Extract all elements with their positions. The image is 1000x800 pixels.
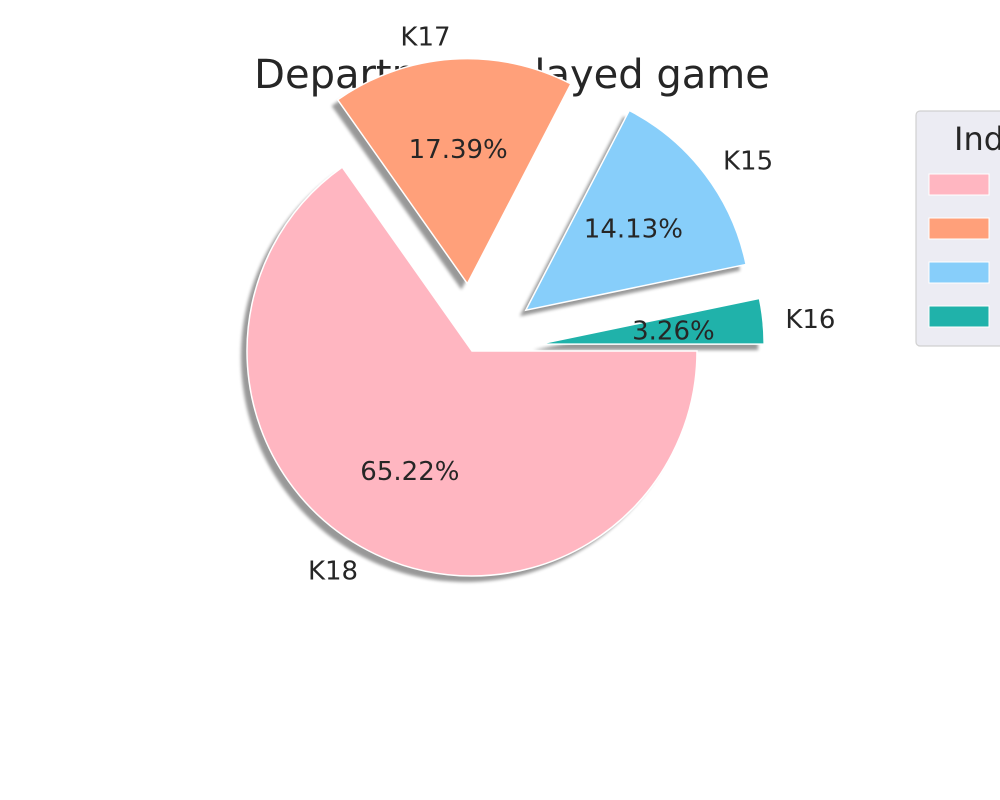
category-label-k16: K16 — [785, 305, 835, 335]
legend-swatch-k18 — [928, 173, 990, 196]
slice-labels: K18 65.22% K17 17.39% K15 14.13% K16 3.26% — [308, 23, 836, 587]
pie-slice-k17 — [336, 57, 572, 286]
pie-slice-k18 — [246, 166, 698, 577]
category-label-k18: K18 — [308, 557, 358, 587]
legend: Ind — [915, 110, 1000, 347]
percent-label-k15: 14.13% — [584, 215, 683, 245]
pie-slice-k16 — [538, 297, 765, 345]
legend-swatch-k17 — [928, 217, 990, 240]
legend-title: Ind — [954, 120, 1000, 158]
category-label-k15: K15 — [723, 147, 773, 177]
legend-swatch-k15 — [928, 261, 990, 284]
percent-label-k17: 17.39% — [409, 135, 508, 165]
pie-slices — [246, 57, 765, 577]
legend-swatch-k16 — [928, 305, 990, 328]
pie-slice-k15 — [524, 109, 747, 312]
percent-label-k18: 65.22% — [360, 457, 459, 487]
legend-items — [928, 173, 990, 328]
category-label-k17: K17 — [400, 23, 450, 53]
percent-label-k16: 3.26% — [632, 316, 715, 346]
